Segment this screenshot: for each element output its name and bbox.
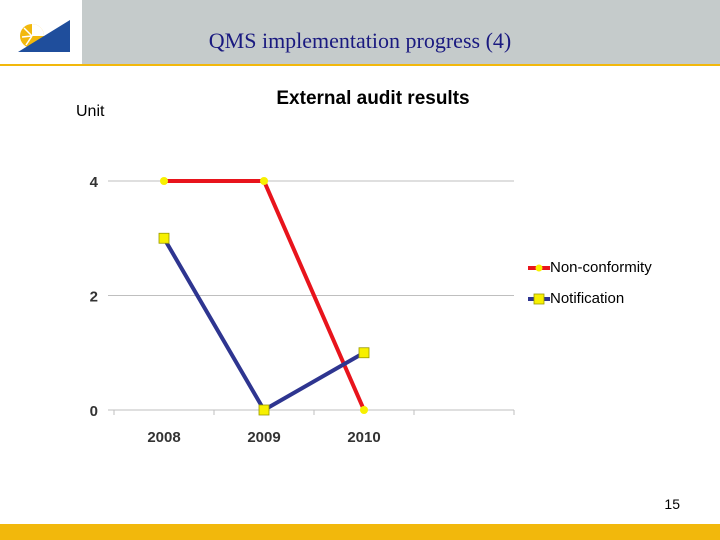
legend-marker (533, 293, 545, 305)
y-tick-label: 0 (90, 403, 98, 420)
data-point-notification (258, 404, 270, 416)
data-point-notification (158, 232, 170, 244)
header-accent-line (0, 64, 720, 66)
x-tick-label: 2008 (147, 429, 180, 446)
data-point-non-conformity (160, 177, 168, 185)
y-tick-label: 4 (90, 174, 99, 191)
legend-label: Notification (550, 290, 624, 307)
slide-title: QMS implementation progress (4) (208, 28, 512, 53)
logo-icon (18, 20, 70, 52)
data-point-non-conformity (260, 177, 268, 185)
header-bar: QMS implementation progress (4) (0, 0, 720, 64)
series-line-notification (162, 237, 365, 413)
data-point-notification (358, 347, 370, 359)
legend-label: Non-conformity (550, 259, 652, 276)
footer-bar (0, 524, 720, 540)
chart-title: External audit results (276, 88, 469, 109)
data-point-non-conformity (360, 406, 368, 414)
y-axis-unit-label: Unit (76, 103, 105, 120)
logo (0, 0, 82, 64)
legend-marker (535, 264, 543, 272)
x-tick-label: 2010 (347, 429, 380, 446)
x-tick-label: 2009 (247, 429, 280, 446)
y-tick-label: 2 (90, 289, 98, 306)
page-number: 15 (664, 496, 680, 512)
